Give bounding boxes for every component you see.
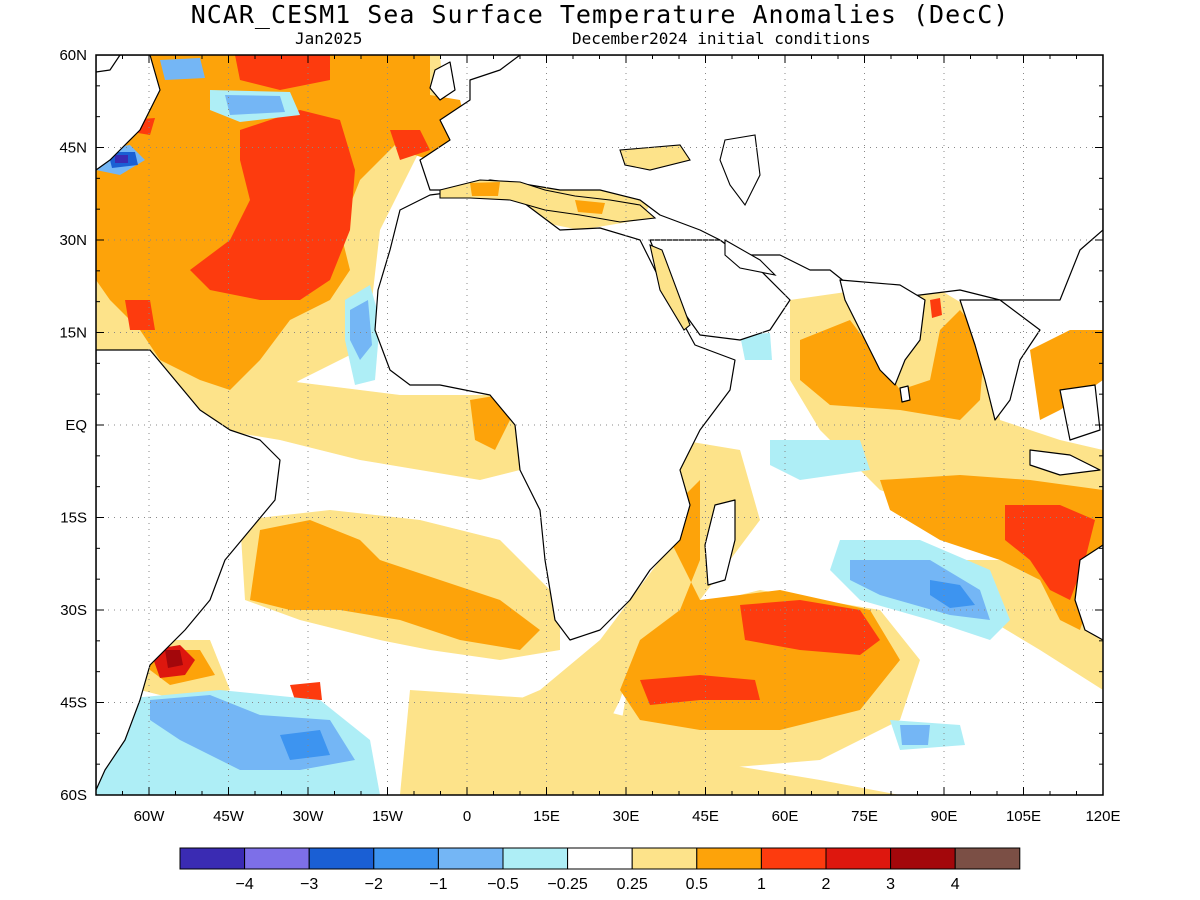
lon-tick-label: 45E	[692, 808, 719, 825]
field-south-indian-red	[640, 675, 760, 705]
lat-tick-label: 60S	[60, 787, 87, 804]
lon-tick-label: 60E	[772, 808, 799, 825]
field-nova-scotia-blue-core	[115, 155, 128, 163]
colorbar-label: −2	[365, 876, 383, 893]
indonesia-coastline	[1029, 449, 1101, 476]
field-caribbean-red	[125, 300, 155, 330]
field-bay-of-biscay-red	[390, 130, 430, 160]
field-arabian-blue	[740, 333, 772, 360]
south-america-coastline	[96, 349, 281, 791]
colorbar-swatch	[631, 847, 698, 870]
sri-lanka-coastline	[899, 385, 911, 403]
field-south-atlantic-orange	[250, 520, 540, 650]
madagascar-coastline	[704, 499, 736, 586]
lat-tick-label: EQ	[65, 417, 87, 434]
mediterranean-orange	[470, 182, 605, 214]
field-agulhas-red	[740, 600, 880, 655]
subtitle-initial-conditions: December2024 initial conditions	[572, 29, 871, 48]
persian-gulf	[724, 239, 777, 276]
colorbar-swatch	[502, 847, 569, 870]
africa-coastline	[374, 189, 736, 641]
field-west-australia-red	[1005, 505, 1095, 600]
colorbar-label: −1	[429, 876, 447, 893]
field-equatorial-atlantic-yellow	[190, 380, 525, 480]
lon-tick-label: 15E	[533, 808, 560, 825]
field-south-indian-blue-2	[900, 725, 930, 745]
north-america-coastline	[96, 55, 161, 171]
field-southwest-blue-deep	[280, 730, 330, 760]
lat-tick-label: 15N	[59, 325, 87, 342]
lon-tick-label: 30W	[293, 808, 325, 825]
southeast-asia-coastline	[959, 299, 1041, 421]
caspian-sea	[719, 134, 761, 207]
subtitle-forecast-month: Jan2025	[295, 29, 363, 48]
lon-tick-label: 105E	[1006, 808, 1041, 825]
colorbar-swatch	[567, 847, 633, 870]
red-sea	[649, 244, 691, 331]
field-north-atlantic-blue	[225, 95, 285, 115]
colorbar-swatch	[696, 847, 762, 870]
field-north-atlantic-red	[190, 110, 355, 300]
axis-ticks: 60W 45W 30W 15W 0 15E 30E 45E 60E 75E 90E 105E 120E 6…	[59, 47, 1120, 825]
field-labrador-red	[235, 55, 330, 90]
colorbar-swatch	[890, 847, 956, 870]
field-falklands-core	[165, 650, 183, 668]
colorbar-swatch	[437, 847, 504, 870]
black-sea	[619, 144, 691, 171]
colorbar-swatch	[825, 847, 892, 870]
colorbar-swatch	[308, 847, 375, 870]
field-bay-bengal-red	[930, 298, 942, 318]
colorbar-label: −4	[235, 876, 253, 893]
greenland-coastline	[96, 55, 121, 73]
field-southern-ocean-yellow	[400, 690, 900, 795]
colorbar: −4 −3 −2 −1 −0.5 −0.25 0.25 0.5 1 2 3 4	[179, 847, 1021, 893]
lon-tick-label: 0	[463, 808, 471, 825]
colorbar-label: 1	[757, 876, 766, 893]
colorbar-label: −3	[300, 876, 318, 893]
lat-tick-label: 45N	[59, 140, 87, 157]
lat-tick-label: 45S	[60, 695, 87, 712]
field-labrador-blue	[160, 58, 205, 80]
field-south-indian-blue-deep	[930, 580, 975, 608]
lat-tick-label: 30S	[60, 602, 87, 619]
colorbar-swatch	[179, 847, 246, 870]
field-arabian-bay-orange	[800, 310, 985, 420]
colorbar-swatch	[760, 847, 827, 870]
colorbar-swatch	[373, 847, 439, 870]
lon-tick-label: 60W	[134, 808, 166, 825]
australia-coastline	[1074, 544, 1103, 641]
lon-tick-label: 90E	[931, 808, 958, 825]
lat-tick-label: 15S	[60, 510, 87, 527]
lon-tick-label: 75E	[851, 808, 878, 825]
uk-coastline	[429, 61, 456, 101]
lon-tick-label: 45W	[213, 808, 245, 825]
lon-tick-label: 30E	[613, 808, 640, 825]
colorbar-label: −0.25	[547, 876, 588, 893]
anomaly-fields	[96, 55, 1103, 795]
map-title: NCAR_CESM1 Sea Surface Temperature Anoma…	[190, 0, 1010, 29]
inland-seas	[619, 134, 777, 331]
field-south-atlantic-red-spot	[290, 682, 322, 700]
field-canary-blue-mid	[350, 300, 372, 360]
colorbar-label: −0.5	[487, 876, 519, 893]
colorbar-swatch	[954, 847, 1021, 870]
colorbar-label: 4	[951, 876, 960, 893]
colorbar-label: 3	[886, 876, 895, 893]
lon-tick-label: 120E	[1085, 808, 1120, 825]
field-equatorial-indian-blue	[770, 440, 870, 480]
colorbar-label: 0.5	[686, 876, 708, 893]
field-south-china-sea-orange	[1030, 330, 1103, 420]
coastlines	[96, 55, 1103, 791]
lat-tick-label: 60N	[59, 47, 87, 64]
colorbar-label: 0.25	[617, 876, 648, 893]
lat-tick-label: 30N	[59, 232, 87, 249]
field-gulf-guinea-orange	[470, 395, 510, 450]
colorbar-label: 2	[822, 876, 831, 893]
colorbar-swatch	[244, 847, 310, 870]
borneo-coastline	[1059, 384, 1101, 441]
lon-tick-label: 15W	[372, 808, 404, 825]
